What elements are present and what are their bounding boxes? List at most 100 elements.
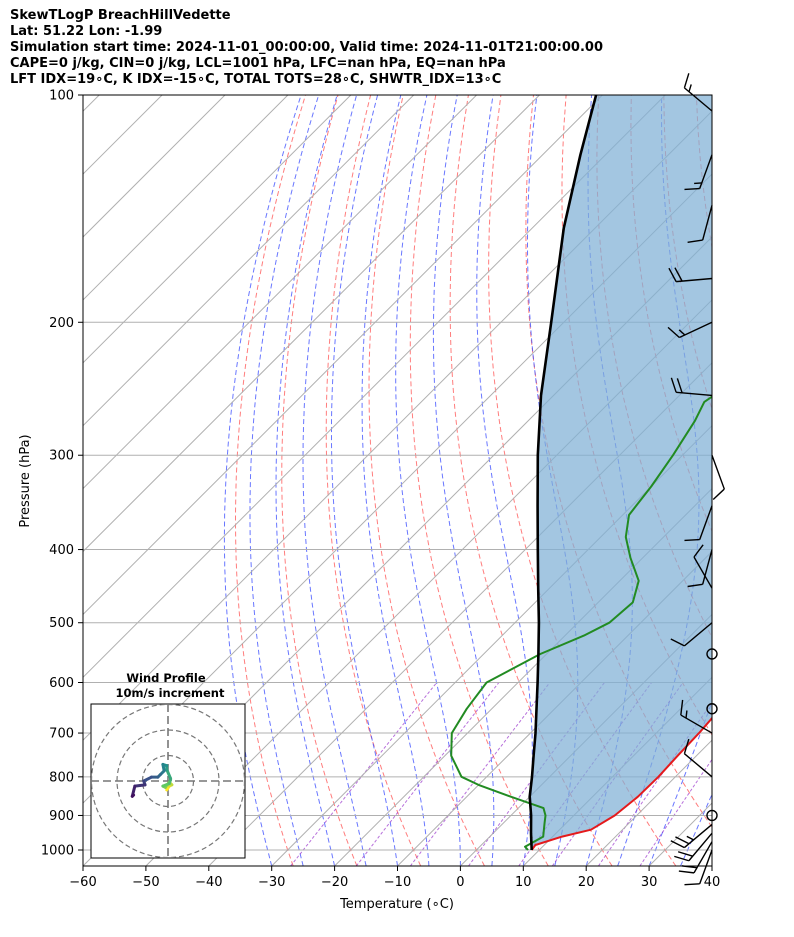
moist-adiabat xyxy=(302,95,367,866)
moist-adiabat xyxy=(432,95,495,866)
calm-wind-circle xyxy=(706,703,718,715)
wind-barb xyxy=(711,454,725,500)
y-tick-label: 200 xyxy=(49,316,74,331)
isotherm xyxy=(83,95,540,553)
wind-barb xyxy=(683,73,713,112)
wind-barb xyxy=(670,377,713,397)
isotherm xyxy=(83,95,415,427)
dry-adiabat xyxy=(409,95,549,866)
wind-barb xyxy=(684,849,713,886)
x-tick-label: 10 xyxy=(515,875,532,890)
axes: −60 −50 −40 −30 −20 −10 0 10 20 30 40 100 200 300 400 5… xyxy=(41,89,720,891)
hodograph-ring xyxy=(91,704,245,858)
wind-barb xyxy=(680,699,713,734)
isotherm xyxy=(83,95,477,490)
calm-wind-circle xyxy=(706,648,718,660)
moist-adiabat xyxy=(680,793,712,866)
moist-adiabat xyxy=(249,95,320,866)
x-tick-label: −60 xyxy=(69,875,96,890)
y-tick-label: 800 xyxy=(49,770,74,785)
station-location: Lat: 51.22 Lon: -1.99 xyxy=(10,24,163,39)
y-axis-title: Pressure (hPa) xyxy=(18,434,33,527)
chart-header: SkewTLogP BreachHillVedette Lat: 51.22 L… xyxy=(10,8,603,88)
isotherm xyxy=(397,550,712,866)
hodograph-segment xyxy=(133,783,147,788)
calm-wind-circle xyxy=(706,809,718,822)
moist-adiabat xyxy=(361,95,430,866)
cape-cin-shading xyxy=(529,95,712,850)
isotherm xyxy=(83,95,603,616)
y-tick-label: 400 xyxy=(49,543,74,558)
wind-barb xyxy=(683,738,713,778)
moist-adiabat xyxy=(395,95,461,866)
wind-barb xyxy=(684,505,713,542)
hodograph-title: Wind Profile xyxy=(126,671,206,685)
dry-adiabat xyxy=(281,95,358,866)
x-tick-label: 0 xyxy=(456,875,464,890)
mixing-ratio-line xyxy=(409,682,551,866)
y-tick-label: 100 xyxy=(49,89,74,104)
wind-barb xyxy=(684,154,713,191)
dewpoint-line xyxy=(450,395,712,851)
x-tick-label: 20 xyxy=(578,875,595,890)
mixing-ratio-line xyxy=(639,758,712,866)
hodograph-subtitle: 10m/s increment xyxy=(116,686,225,700)
wind-barb xyxy=(687,549,713,588)
moist-adiabat xyxy=(711,864,712,866)
isotherm xyxy=(334,487,712,866)
y-tick-label: 900 xyxy=(49,809,74,824)
parcel-line xyxy=(528,95,598,851)
x-tick-label: 40 xyxy=(704,875,721,890)
wind-barb xyxy=(674,832,713,862)
isotherm xyxy=(83,95,352,364)
isotherm xyxy=(83,95,226,238)
simulation-times: Simulation start time: 2024-11-01_00:00:… xyxy=(10,40,603,55)
x-tick-label: −50 xyxy=(132,875,159,890)
moist-adiabat xyxy=(275,95,338,866)
dry-adiabat xyxy=(368,95,485,866)
wind-barb xyxy=(670,622,713,647)
x-tick-label: −20 xyxy=(321,875,348,890)
moist-adiabat xyxy=(331,95,398,866)
mixing-ratio-line xyxy=(290,682,438,866)
y-tick-label: 1000 xyxy=(41,844,74,859)
dry-adiabat xyxy=(729,95,794,866)
x-axis-title: Temperature (∘C) xyxy=(339,897,454,912)
x-tick-label: −30 xyxy=(258,875,285,890)
wind-barbs xyxy=(667,73,725,886)
hodograph-inset: Wind Profile 10m/s increment xyxy=(90,671,246,859)
x-tick-label: 30 xyxy=(641,875,658,890)
dry-adiabat xyxy=(762,95,794,866)
x-tick-label: −40 xyxy=(195,875,222,890)
stability-parameters: CAPE=0 j/kg, CIN=0 j/kg, LCL=1001 hPa, L… xyxy=(10,56,506,71)
mixing-ratio-line xyxy=(355,682,500,866)
y-tick-label: 500 xyxy=(49,616,74,631)
dry-adiabat xyxy=(235,95,306,866)
plot-area xyxy=(83,95,794,866)
isotherm xyxy=(83,95,100,112)
x-tick-label: −10 xyxy=(384,875,411,890)
isotherm xyxy=(711,865,712,866)
wind-barb xyxy=(687,205,713,243)
moist-adiabat xyxy=(617,95,700,866)
moist-adiabat xyxy=(223,95,302,866)
hodograph-segment xyxy=(165,768,173,780)
moist-adiabat xyxy=(476,95,533,866)
y-tick-label: 600 xyxy=(49,676,74,691)
wind-barb xyxy=(678,841,713,874)
moist-adiabat xyxy=(648,699,712,866)
isotherm xyxy=(83,95,289,301)
isotherm xyxy=(83,95,666,679)
index-parameters: LFT IDX=19∘C, K IDX=-15∘C, TOTAL TOTS=28… xyxy=(10,72,502,87)
station-title: SkewTLogP BreachHillVedette xyxy=(10,8,231,23)
wind-barb xyxy=(693,544,713,589)
y-tick-label: 300 xyxy=(49,449,74,464)
isotherm xyxy=(145,299,712,866)
temperature-line xyxy=(530,716,712,851)
wind-barb xyxy=(668,267,713,283)
wind-barb xyxy=(670,823,713,849)
wind-barb xyxy=(667,321,713,339)
hodograph-segment xyxy=(130,793,136,798)
y-tick-label: 700 xyxy=(49,727,74,742)
